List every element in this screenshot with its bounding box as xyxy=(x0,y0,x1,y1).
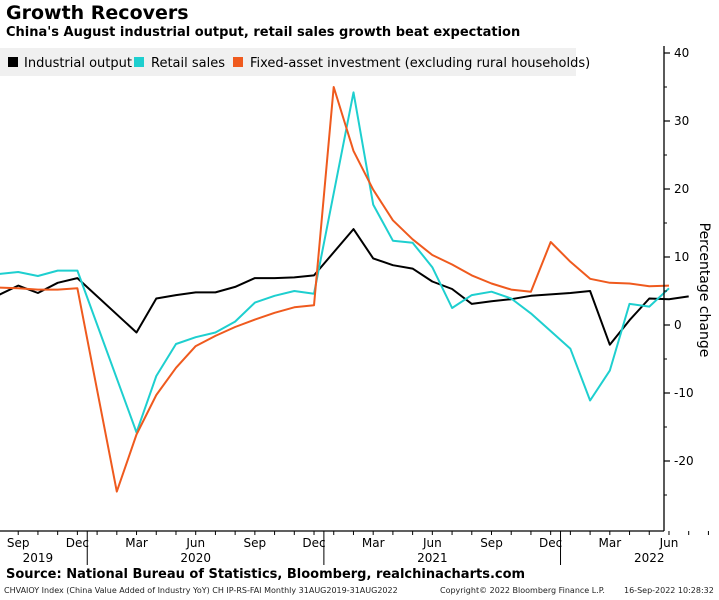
x-tick-label: Sep xyxy=(244,536,267,550)
copyright-note: Copyright© 2022 Bloomberg Finance L.P. xyxy=(440,586,605,595)
axes: 40 30 20 10 0 -10 -20 Percentage change Sep Dec Ma… xyxy=(0,46,712,565)
x-tick-label: Jun xyxy=(422,536,442,550)
y-tick-label: 20 xyxy=(674,182,689,196)
ticker-note: CHVAIOY Index (China Value Added of Indu… xyxy=(4,586,398,595)
x-tick-label: Mar xyxy=(598,536,621,550)
x-tick-label: Dec xyxy=(539,536,562,550)
series-line-2 xyxy=(0,86,670,493)
x-tick-label: Mar xyxy=(362,536,385,550)
line-chart: Industrial output Retail sales Fixed-asset… xyxy=(0,46,712,565)
legend-swatch xyxy=(8,57,18,67)
y-tick-label: 0 xyxy=(674,318,682,332)
y-tick-label: -20 xyxy=(674,454,694,468)
series-line-1 xyxy=(0,91,670,434)
x-tick-label: Dec xyxy=(66,536,89,550)
legend-label: Retail sales xyxy=(151,56,225,71)
y-axis-label: Percentage change xyxy=(696,223,712,358)
chart-title: Growth Recovers xyxy=(6,2,189,24)
legend-swatch xyxy=(233,57,243,67)
y-tick-label: -10 xyxy=(674,386,694,400)
legend-label: Fixed-asset investment (excluding rural … xyxy=(250,56,590,71)
y-tick-label: 10 xyxy=(674,250,689,264)
chart-subtitle: China's August industrial output, retail… xyxy=(6,25,521,40)
legend-background xyxy=(0,48,576,76)
x-tick-label: Mar xyxy=(125,536,148,550)
x-tick-label: Jun xyxy=(659,536,679,550)
x-tick-label: Sep xyxy=(480,536,503,550)
year-label: 2022 xyxy=(634,551,665,565)
legend-label: Industrial output xyxy=(24,56,132,71)
x-tick-label: Sep xyxy=(7,536,30,550)
y-tick-label: 30 xyxy=(674,114,689,128)
source-note: Source: National Bureau of Statistics, B… xyxy=(6,567,526,582)
y-tick-label: 40 xyxy=(674,46,689,60)
year-label: 2021 xyxy=(417,551,448,565)
x-tick-label: Jun xyxy=(185,536,205,550)
timestamp-note: 16-Sep-2022 10:28:32 xyxy=(624,586,714,595)
series-lines xyxy=(0,86,689,493)
series-line-0 xyxy=(0,228,689,346)
legend: Industrial output Retail sales Fixed-asset… xyxy=(0,48,590,76)
x-tick-label: Dec xyxy=(302,536,325,550)
year-label: 2019 xyxy=(23,551,54,565)
legend-swatch xyxy=(134,57,144,67)
year-label: 2020 xyxy=(180,551,211,565)
